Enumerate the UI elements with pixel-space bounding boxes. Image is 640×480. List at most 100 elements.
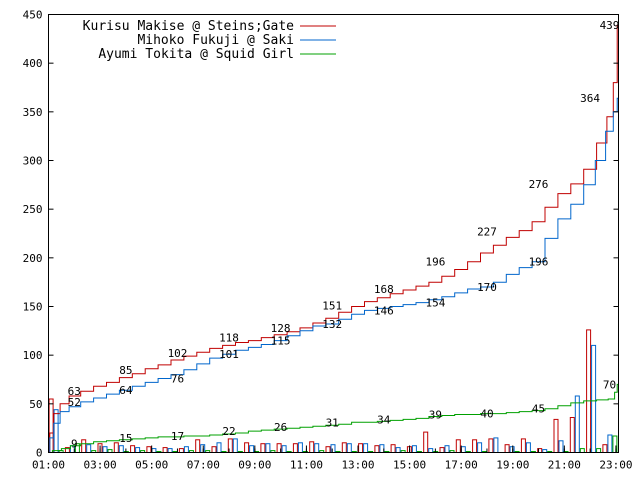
point-label-2-5: 115 [271,335,291,348]
legend-label-2: Mihoko Fukuji @ Saki [137,33,294,48]
point-label-1-5: 128 [271,322,291,335]
point-label-1-4: 118 [219,332,239,345]
point-label-2-8: 154 [425,297,445,310]
y-tick-label-9: 400 [23,57,43,70]
y-tick-label-1: 0 [36,447,43,460]
bar-1-34 [586,329,592,453]
bar-3-34 [596,448,602,454]
y-tick-label-2: 50 [29,398,42,411]
point-labels: 63 85 102 118 128 151 168 196 227 276 364 439 52 64 76… [68,19,620,451]
bar-1-10 [195,439,201,453]
point-label-1-2: 85 [119,364,132,377]
x-tick-label-7: 13:00 [341,459,374,472]
bar-2-6 [135,447,141,454]
bar-2-4 [102,446,108,454]
bar-2-3 [86,444,92,454]
bar-2-25 [444,445,450,454]
point-label-2-6: 132 [322,318,342,331]
bar-2-9 [183,446,189,454]
bar-2-27 [477,442,483,453]
bar-2-34 [591,344,597,453]
point-label-3-3: 17 [171,430,184,443]
bar-1-19 [341,442,347,453]
bar-2-13 [249,445,255,454]
bar-1-11 [211,446,217,454]
point-label-3-9: 40 [480,408,493,421]
point-label-2-1: 52 [68,396,81,409]
bar-1-17 [309,441,315,453]
y-tick-label-4: 150 [23,301,43,314]
bar-1-6 [130,445,136,454]
axis-ticks: 0 50 100 150 200 250 300 350 400 450 01:00 03:00 05:… [23,9,633,472]
point-label-1-10: 276 [529,178,549,191]
bar-2-1 [53,409,59,454]
bar-1-5 [113,442,119,453]
bar-2-26 [460,446,466,454]
bar-2-8 [167,448,173,454]
bar-2-20 [363,443,369,454]
bar-2-15 [281,445,287,454]
point-label-3-8: 39 [429,409,442,422]
bar-1-26 [455,439,461,453]
x-tick-label-3: 05:00 [135,459,168,472]
point-label-2-9: 170 [477,281,497,294]
bar-1-22 [390,444,396,454]
bar-1-25 [439,447,445,454]
point-label-3-11: 70 [603,378,616,391]
hourly-bars [48,329,618,454]
series-line-1 [48,24,619,453]
x-tick-label-12: 23:00 [599,459,632,472]
point-label-2-7: 146 [374,304,394,317]
y-tick-label-10: 450 [23,9,43,22]
bar-2-14 [265,443,271,454]
point-label-3-1: 9 [71,438,78,451]
x-tick-label-10: 19:00 [496,459,529,472]
bar-2-24 [428,448,434,454]
point-label-3-2: 15 [119,432,132,445]
bar-1-18 [325,446,331,454]
point-label-3-6: 31 [326,416,339,429]
bar-1-9 [178,448,184,454]
bar-2-17 [314,443,320,454]
bar-1-21 [374,445,380,454]
bar-2-12 [232,438,238,453]
y-tick-label-6: 250 [23,203,43,216]
series-line-3 [48,383,619,453]
x-tick-label-4: 07:00 [187,459,220,472]
point-label-3-10: 45 [532,403,545,416]
point-label-1-11: 364 [580,92,600,105]
bar-1-33 [569,417,575,453]
bar-2-19 [346,443,352,454]
bar-2-33 [574,395,580,453]
bar-1-29 [504,444,510,454]
axes [48,14,619,453]
point-label-1-6: 151 [322,300,342,313]
bar-2-22 [395,447,401,454]
x-tick-label-9: 17:00 [445,459,478,472]
bar-2-7 [151,448,157,454]
bar-2-11 [216,442,222,453]
bar-2-29 [509,446,515,454]
point-label-2-3: 76 [171,373,184,386]
point-label-1-8: 196 [425,256,445,269]
bar-2-30 [525,442,531,453]
bar-2-28 [493,437,499,453]
point-label-3-7: 34 [377,413,391,426]
bar-2-32 [558,440,564,453]
bar-2-16 [297,442,303,453]
bar-1-32 [553,418,559,453]
point-label-1-12: 439 [600,19,620,32]
y-tick-label-3: 100 [23,349,43,362]
legend-label-1: Kurisu Makise @ Steins;Gate [83,19,294,34]
y-tick-label-7: 300 [23,155,43,168]
x-tick-label-6: 11:00 [290,459,323,472]
x-tick-label-8: 15:00 [393,459,426,472]
x-tick-label-11: 21:00 [548,459,581,472]
bar-2-35 [607,434,613,453]
bar-1-20 [358,443,364,454]
bar-2-18 [330,444,336,454]
bar-1-8 [162,447,168,454]
bar-2-5 [118,445,124,454]
